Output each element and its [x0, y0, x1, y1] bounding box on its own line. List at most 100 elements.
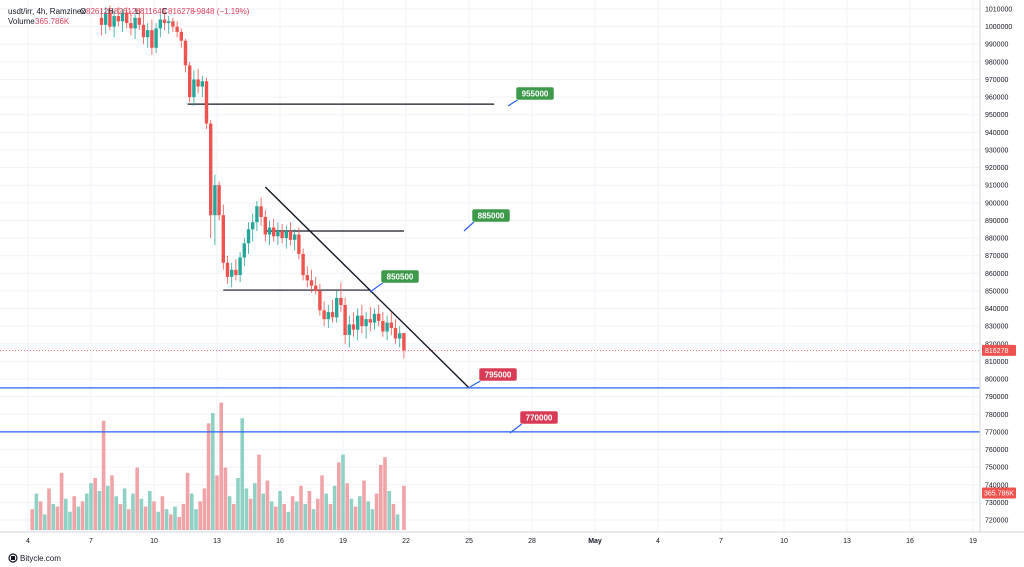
volume-bar: [152, 501, 156, 530]
volume-bar: [181, 504, 186, 530]
volume-bar: [345, 483, 349, 530]
candle-body: [301, 253, 305, 276]
volume-bar: [366, 501, 370, 530]
grid: [0, 0, 980, 532]
x-tick-label: 16: [906, 538, 914, 545]
volume-bar: [185, 472, 190, 530]
watermark: Bitycle.com: [8, 553, 61, 563]
candle-body: [154, 28, 158, 48]
volume-bar: [202, 488, 207, 530]
candle-body: [204, 81, 209, 124]
x-tick-label: 19: [969, 538, 977, 545]
annotation-box: [380, 269, 420, 284]
volume-bar: [139, 498, 144, 530]
x-tick-label: 16: [276, 538, 284, 545]
candle-body: [200, 81, 204, 87]
candle-body: [230, 269, 234, 277]
annotations: 955000 885000 850500 795000 770000: [369, 86, 559, 434]
volume-bar: [290, 496, 295, 530]
volume-bar: [190, 493, 194, 530]
y-tick-label: 1000000: [985, 24, 1012, 31]
x-tick-label: 4: [656, 538, 660, 545]
volume-bar: [332, 485, 337, 530]
candle-body: [372, 313, 377, 323]
candle-body: [225, 262, 230, 277]
volume-bar: [353, 506, 358, 530]
last-volume-tag: 365.786K: [982, 487, 1016, 499]
y-tick-label: 980000: [985, 59, 1008, 66]
candle-body: [251, 222, 255, 230]
volume-bar: [257, 454, 261, 530]
candle-body: [276, 231, 280, 237]
y-tick-label: 870000: [985, 253, 1008, 260]
volume-bar: [211, 413, 215, 530]
candle-body: [314, 285, 318, 291]
candle-body: [255, 206, 259, 223]
candle-body: [99, 17, 104, 25]
volume-bar: [198, 501, 202, 530]
candle-body: [137, 17, 141, 25]
x-tick-label: 28: [528, 538, 536, 545]
y-tick-label: 950000: [985, 112, 1008, 119]
y-tick-label: 910000: [985, 183, 1008, 190]
candle-body: [364, 319, 368, 327]
bitycle-logo-mark: [11, 556, 15, 560]
volume-bar: [118, 504, 123, 530]
annotation-box: [478, 367, 518, 382]
candle-body: [213, 185, 217, 216]
candle-body: [293, 234, 297, 240]
candle-body: [209, 123, 213, 216]
last-volume-label: 365.786K: [984, 491, 1014, 498]
volume-bar: [68, 511, 72, 530]
y-tick-label: 810000: [985, 359, 1008, 366]
ohlc-close-label: C: [162, 7, 168, 16]
volume-bar: [299, 485, 303, 530]
volume-bar: [265, 480, 270, 530]
x-tick-label: 7: [719, 538, 723, 545]
drawings: [0, 103, 980, 433]
candle-body: [104, 12, 108, 25]
last-volume-rect: [982, 487, 1016, 499]
volume-bar: [43, 514, 47, 530]
y-tick-label: 720000: [985, 518, 1008, 525]
volume-bar: [328, 504, 333, 530]
candle-body: [238, 257, 242, 276]
volume-value: 365.786K: [35, 17, 70, 26]
volume-bar: [76, 506, 81, 530]
volume-bar: [274, 506, 278, 530]
ohlc-low-value: 811648: [140, 7, 167, 16]
annotation-label: 795000: [485, 371, 512, 380]
candle-body: [108, 12, 112, 27]
volume-bar: [38, 501, 43, 530]
annotation-label: 885000: [478, 212, 505, 221]
candle-body: [335, 297, 339, 318]
trend-line: [264, 186, 470, 389]
candle-body: [368, 319, 372, 323]
x-tick-label: 7: [89, 538, 93, 545]
candle-body: [167, 21, 171, 24]
candle-body: [343, 305, 347, 335]
y-tick-label: 730000: [985, 500, 1008, 507]
volume-bar: [219, 402, 223, 530]
candle-body: [267, 227, 272, 235]
volume-bar: [248, 498, 253, 530]
volume-bar: [148, 491, 152, 530]
candle-body: [188, 65, 192, 98]
volume-bar: [278, 491, 282, 530]
candles: [99, 5, 406, 359]
volume-bar: [303, 504, 307, 530]
volume-bar: [206, 423, 211, 530]
candle-body: [116, 16, 120, 22]
candle-body: [263, 216, 267, 235]
y-tick-label: 750000: [985, 465, 1008, 472]
volume-bar: [194, 509, 198, 530]
last-price-tag: 816278: [982, 344, 1016, 356]
candle-body: [183, 40, 188, 66]
volume-bar: [106, 485, 110, 530]
x-tick-label: 22: [402, 538, 410, 545]
candle-body: [389, 322, 393, 328]
volume-bar: [101, 420, 106, 530]
ohlc-high-label: H: [108, 7, 114, 16]
candle-body: [162, 19, 167, 24]
volume-bar: [395, 514, 400, 530]
